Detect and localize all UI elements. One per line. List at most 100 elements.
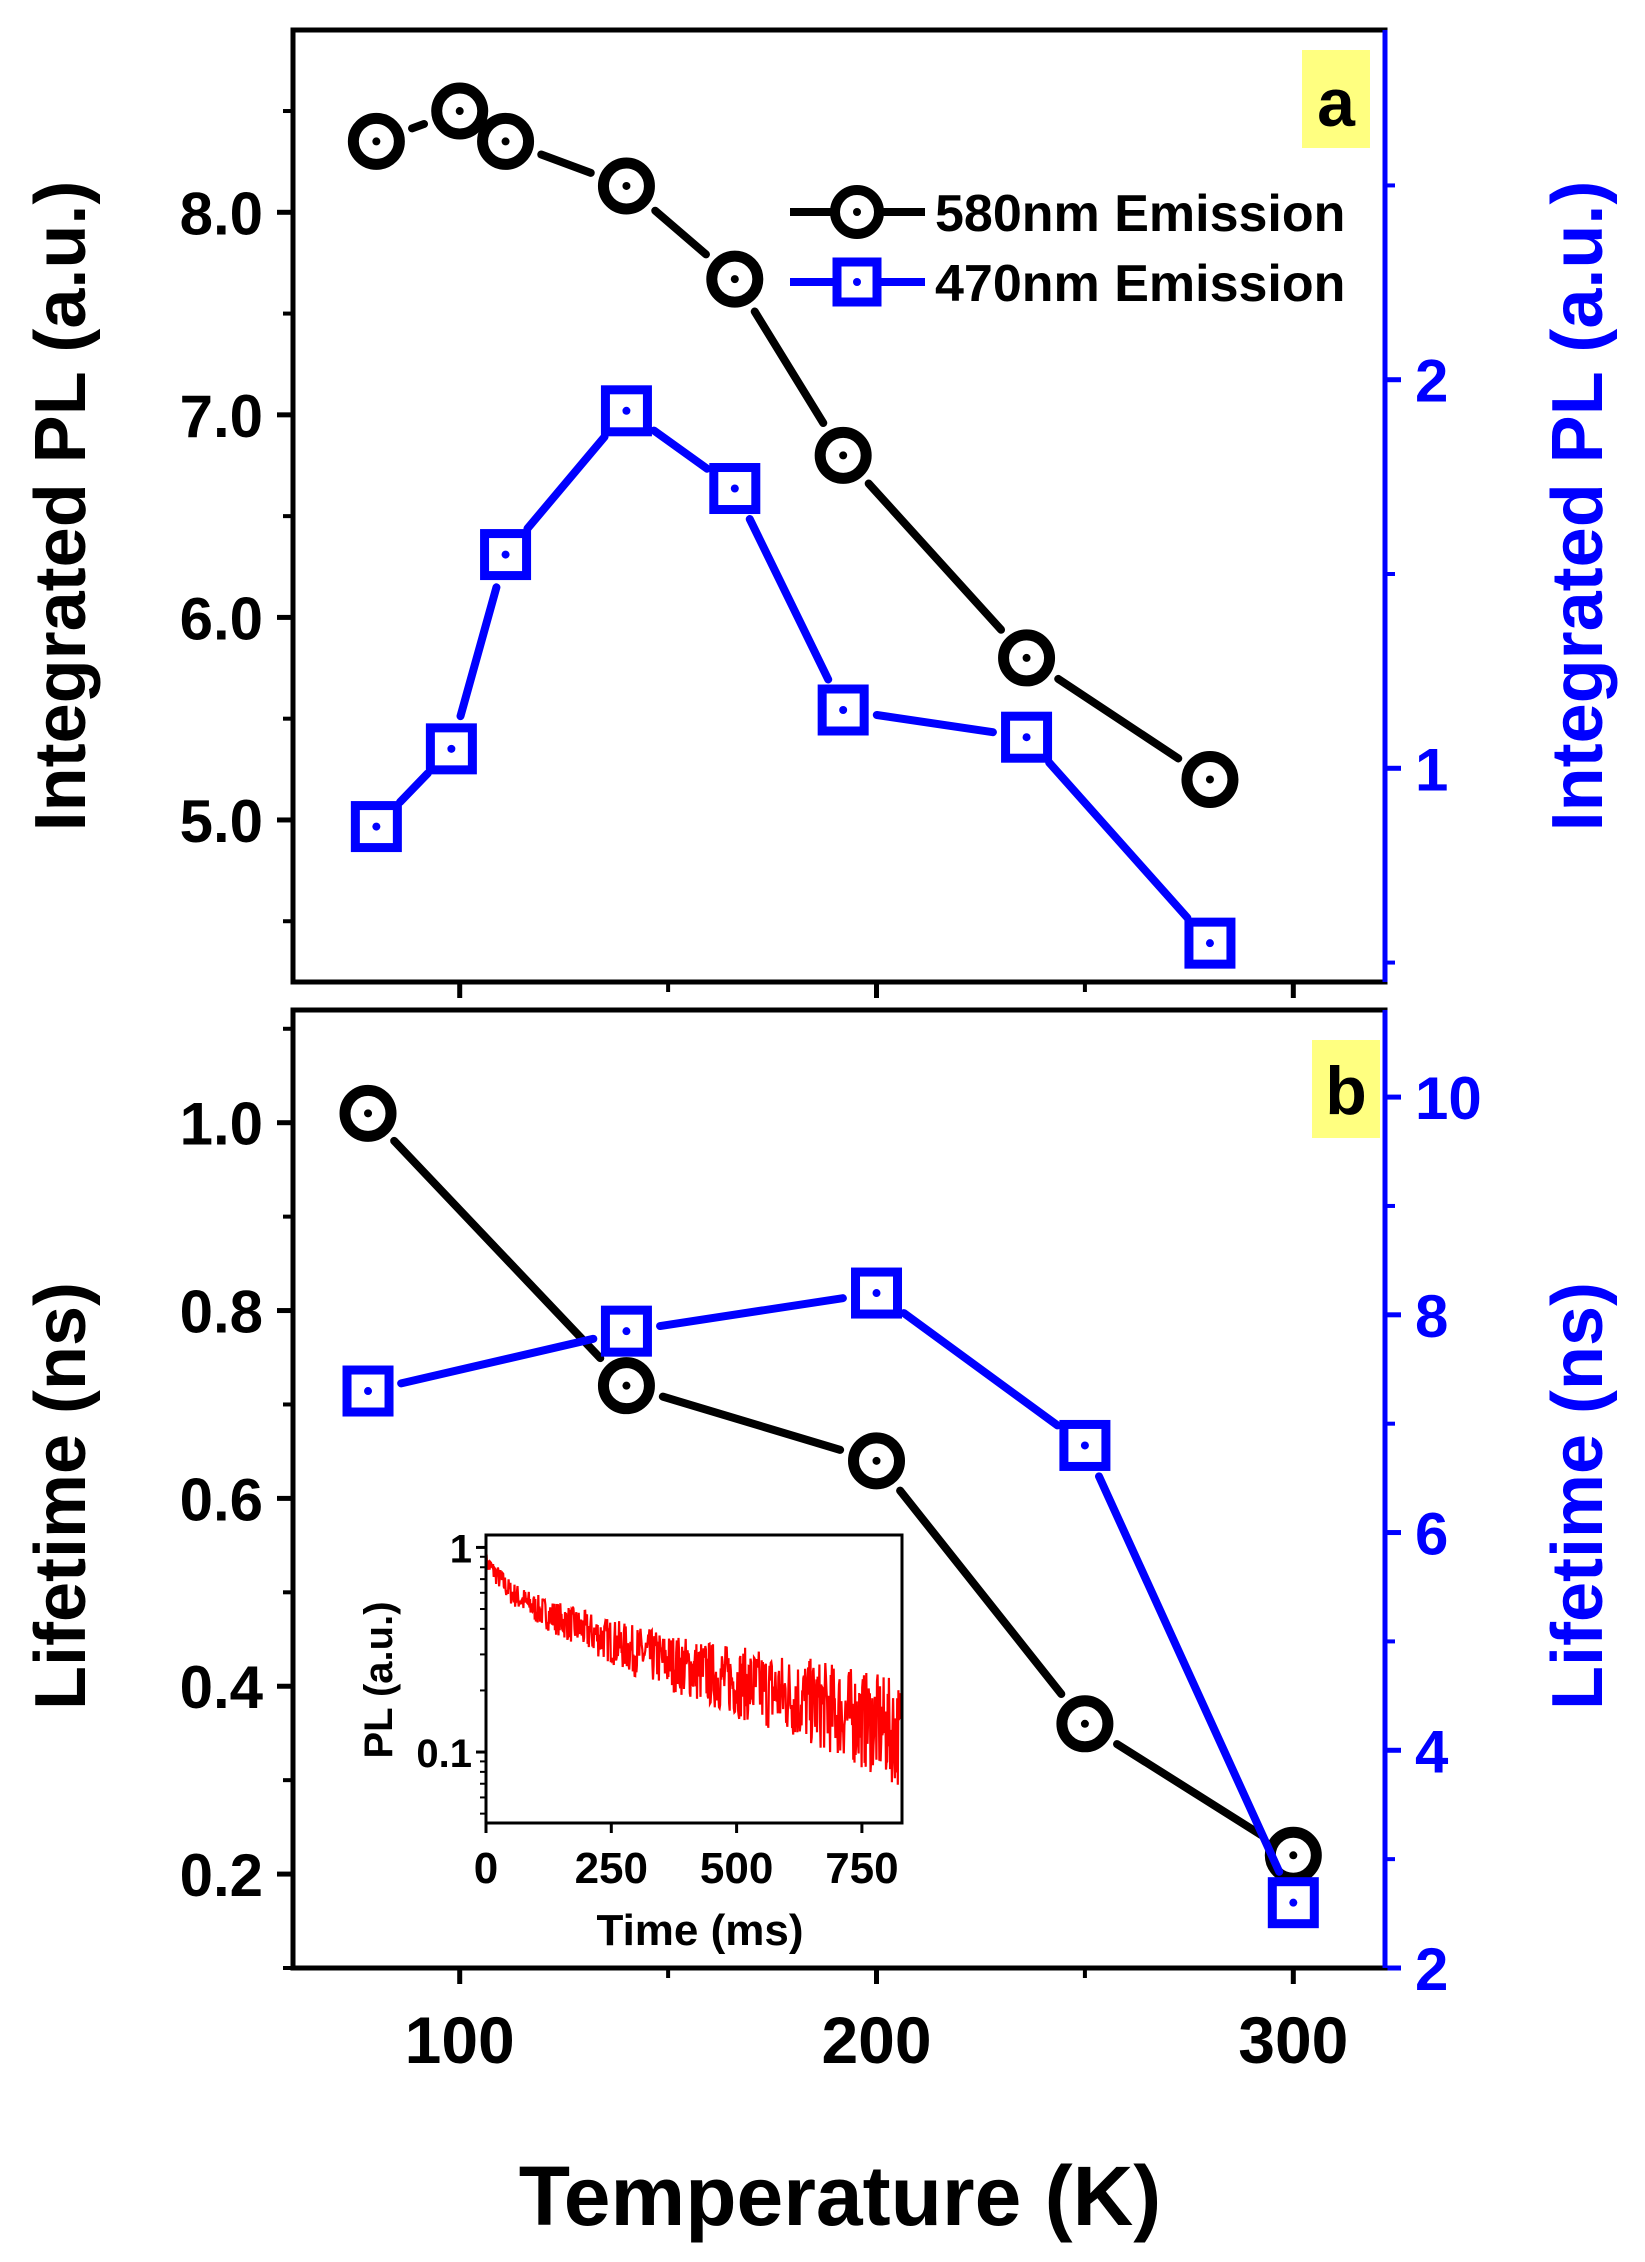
y-left-tick-label: 7.0 — [180, 383, 263, 450]
data-point-580-center — [1080, 1719, 1089, 1728]
y-left-tick-label: 0.2 — [180, 1842, 263, 1909]
series-470-segment — [395, 769, 432, 807]
legend: 580nm Emission 470nm Emission — [790, 185, 1345, 313]
data-point-470-center — [622, 406, 631, 415]
panel-a-frame — [290, 27, 1388, 985]
series-580-segment — [896, 1486, 1066, 1699]
panel-a-tick-labels: 5.0 6.0 7.0 8.0 1 2 — [180, 180, 1449, 855]
inset-y-tick-label: 1 — [450, 1527, 472, 1571]
data-point-580-center — [372, 137, 381, 146]
y-right-tick-label: 1 — [1415, 736, 1448, 803]
data-point-470-center — [1022, 733, 1031, 742]
series-470-segment — [456, 583, 501, 721]
data-point-470-center — [1205, 939, 1214, 948]
data-point-580-center — [839, 451, 848, 460]
inset-ticks: 0 250 500 750 0.1 1 — [416, 1527, 898, 1893]
series-580-segment — [1054, 674, 1183, 763]
data-point-470-center — [372, 822, 381, 831]
data-point-470-center — [622, 1327, 631, 1336]
data-point-470-center — [501, 550, 510, 559]
legend-label-580: 580nm Emission — [935, 185, 1345, 243]
data-point-470 — [342, 1365, 394, 1417]
data-point-470-center — [447, 744, 456, 753]
x-tick-label: 200 — [821, 2003, 931, 2077]
inset-x-tick-label: 0 — [474, 1844, 498, 1893]
inset-frame — [484, 1533, 904, 1825]
data-point-470-center — [1080, 1441, 1089, 1450]
data-point-470 — [1059, 1419, 1111, 1471]
legend-marker-580-dot — [853, 208, 861, 216]
series-470-segment — [523, 432, 609, 533]
y-left-tick-label: 0.4 — [180, 1654, 264, 1721]
data-point-470 — [480, 529, 532, 581]
data-point-470-center — [1289, 1898, 1298, 1907]
panel-a: 5.0 6.0 7.0 8.0 1 2 a 580nm Emission 470nm Em… — [21, 27, 1618, 998]
series-580-segment — [651, 206, 710, 259]
series-580-segment — [864, 479, 1006, 634]
series-470-segment — [899, 1309, 1062, 1430]
data-point-580-center — [455, 107, 464, 116]
data-point-580-center — [1205, 775, 1214, 784]
data-point-580-center — [730, 275, 739, 284]
data-point-580-center — [1022, 653, 1031, 662]
inset-decay-line — [484, 1554, 904, 1785]
y-right-tick-label: 6 — [1415, 1501, 1448, 1568]
inset-y-axis-title: PL (a.u.) — [357, 1601, 401, 1758]
data-point-580-center — [622, 1381, 631, 1390]
data-point-580-center — [1289, 1851, 1298, 1860]
series-580-segment — [658, 1392, 845, 1454]
legend-marker-470-dot — [853, 278, 861, 286]
series-470-segment — [1095, 1472, 1284, 1876]
series-580-segment — [390, 1136, 605, 1363]
panel-a-label-bg — [1302, 50, 1370, 148]
panel-a-series — [347, 82, 1239, 969]
inset-chart: 0 250 500 750 0.1 1 PL (a.u.) Time (ms) — [357, 1527, 904, 1955]
inset-decay-trace — [484, 1554, 904, 1785]
data-point-470-center — [839, 706, 848, 714]
series-470-segment — [745, 515, 833, 684]
y-left-tick-label: 1.0 — [180, 1091, 263, 1158]
y-left-tick-label: 8.0 — [180, 180, 263, 247]
y-right-tick-label: 4 — [1415, 1718, 1449, 1785]
panel-a-left-axis-title: Integrated PL (a.u.) — [21, 181, 101, 832]
data-point-580-center — [364, 1109, 373, 1118]
panel-b-right-axis-title: Lifetime (ns) — [1538, 1282, 1618, 1710]
series-470-segment — [656, 1294, 847, 1331]
series-580-segment — [1113, 1740, 1266, 1840]
data-point-580-center — [501, 137, 510, 146]
series-580-segment — [408, 120, 429, 133]
inset-x-tick-label: 250 — [575, 1844, 648, 1893]
y-left-tick-label: 0.6 — [180, 1466, 263, 1533]
data-point-580-center — [622, 181, 631, 190]
legend-label-470: 470nm Emission — [935, 255, 1345, 313]
data-point-470-center — [872, 1289, 881, 1298]
data-point-470-center — [730, 484, 739, 493]
x-tick-label: 100 — [405, 2003, 515, 2077]
y-left-tick-label: 0.8 — [180, 1279, 263, 1346]
inset-x-tick-label: 750 — [825, 1844, 898, 1893]
data-point-470-center — [364, 1387, 373, 1396]
series-470-segment — [1045, 758, 1192, 922]
data-point-470 — [600, 385, 652, 437]
series-470-segment — [650, 426, 712, 473]
data-point-470 — [851, 1267, 903, 1319]
y-right-tick-label: 2 — [1415, 1936, 1448, 2003]
y-left-tick-label: 5.0 — [180, 788, 263, 855]
series-470-segment — [872, 710, 997, 737]
panel-b-label: b — [1325, 1053, 1367, 1129]
panel-b-series — [339, 1084, 1322, 1929]
series-470-segment — [397, 1334, 598, 1388]
inset-x-axis-title: Time (ms) — [596, 1906, 803, 1955]
panel-a-right-axis-title: Integrated PL (a.u.) — [1538, 181, 1618, 832]
panel-a-ticks — [277, 109, 1401, 998]
y-right-tick-label: 10 — [1415, 1065, 1482, 1132]
series-580-segment — [750, 307, 828, 427]
x-axis-title: Temperature (K) — [519, 2149, 1162, 2243]
y-left-tick-label: 6.0 — [180, 585, 263, 652]
inset-y-tick-label: 0.1 — [416, 1732, 472, 1776]
x-tick-label: 300 — [1238, 2003, 1348, 2077]
y-right-tick-label: 2 — [1415, 348, 1448, 415]
